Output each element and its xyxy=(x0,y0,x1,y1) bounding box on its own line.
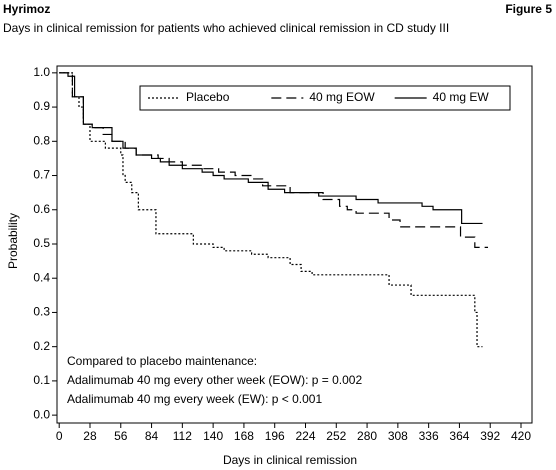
annotation: Adalimumab 40 mg every week (EW): p < 0.… xyxy=(67,392,322,406)
x-tick-label: 112 xyxy=(173,429,192,443)
legend-label: Placebo xyxy=(186,90,230,104)
x-tick-label: 28 xyxy=(83,429,97,443)
x-tick-label: 84 xyxy=(145,429,159,443)
y-tick-label: 0.6 xyxy=(33,202,50,216)
x-tick-label: 140 xyxy=(203,429,223,443)
x-tick-label: 224 xyxy=(295,429,315,443)
legend-label: 40 mg EOW xyxy=(309,90,375,104)
survival-curve xyxy=(59,72,489,249)
y-tick-label: 0.4 xyxy=(33,270,50,284)
x-axis-title: Days in clinical remission xyxy=(223,453,357,467)
x-tick-label: 56 xyxy=(114,429,128,443)
y-tick-label: 0.3 xyxy=(33,305,50,319)
y-tick-label: 0.5 xyxy=(33,236,50,250)
header-left: Hyrimoz xyxy=(3,2,50,16)
x-tick-label: 0 xyxy=(56,429,63,443)
x-tick-label: 252 xyxy=(326,429,346,443)
y-tick-label: 1.0 xyxy=(33,65,50,79)
chart-title: Days in clinical remission for patients … xyxy=(3,21,449,35)
x-tick-label: 168 xyxy=(234,429,254,443)
legend-label: 40 mg EW xyxy=(433,90,490,104)
y-tick-label: 0.9 xyxy=(33,99,50,113)
plot-frame xyxy=(56,65,533,424)
header-right: Figure 5 xyxy=(505,2,552,16)
x-tick-label: 364 xyxy=(449,429,469,443)
y-tick-label: 0.1 xyxy=(33,373,50,387)
x-tick-label: 420 xyxy=(511,429,531,443)
survival-curve xyxy=(59,72,483,348)
y-tick-label: 0.0 xyxy=(33,407,50,421)
x-tick-label: 336 xyxy=(419,429,439,443)
x-tick-label: 392 xyxy=(480,429,500,443)
annotation: Compared to placebo maintenance: xyxy=(67,354,257,368)
y-tick-label: 0.2 xyxy=(33,339,50,353)
y-tick-label: 0.7 xyxy=(33,168,50,182)
x-tick-label: 280 xyxy=(357,429,377,443)
survival-curve xyxy=(59,72,483,225)
y-tick-label: 0.8 xyxy=(33,133,50,147)
annotation: Adalimumab 40 mg every other week (EOW):… xyxy=(67,373,362,387)
y-axis-title: Probability xyxy=(6,213,20,269)
legend-box xyxy=(139,85,511,111)
x-tick-label: 196 xyxy=(265,429,285,443)
x-tick-label: 308 xyxy=(388,429,408,443)
